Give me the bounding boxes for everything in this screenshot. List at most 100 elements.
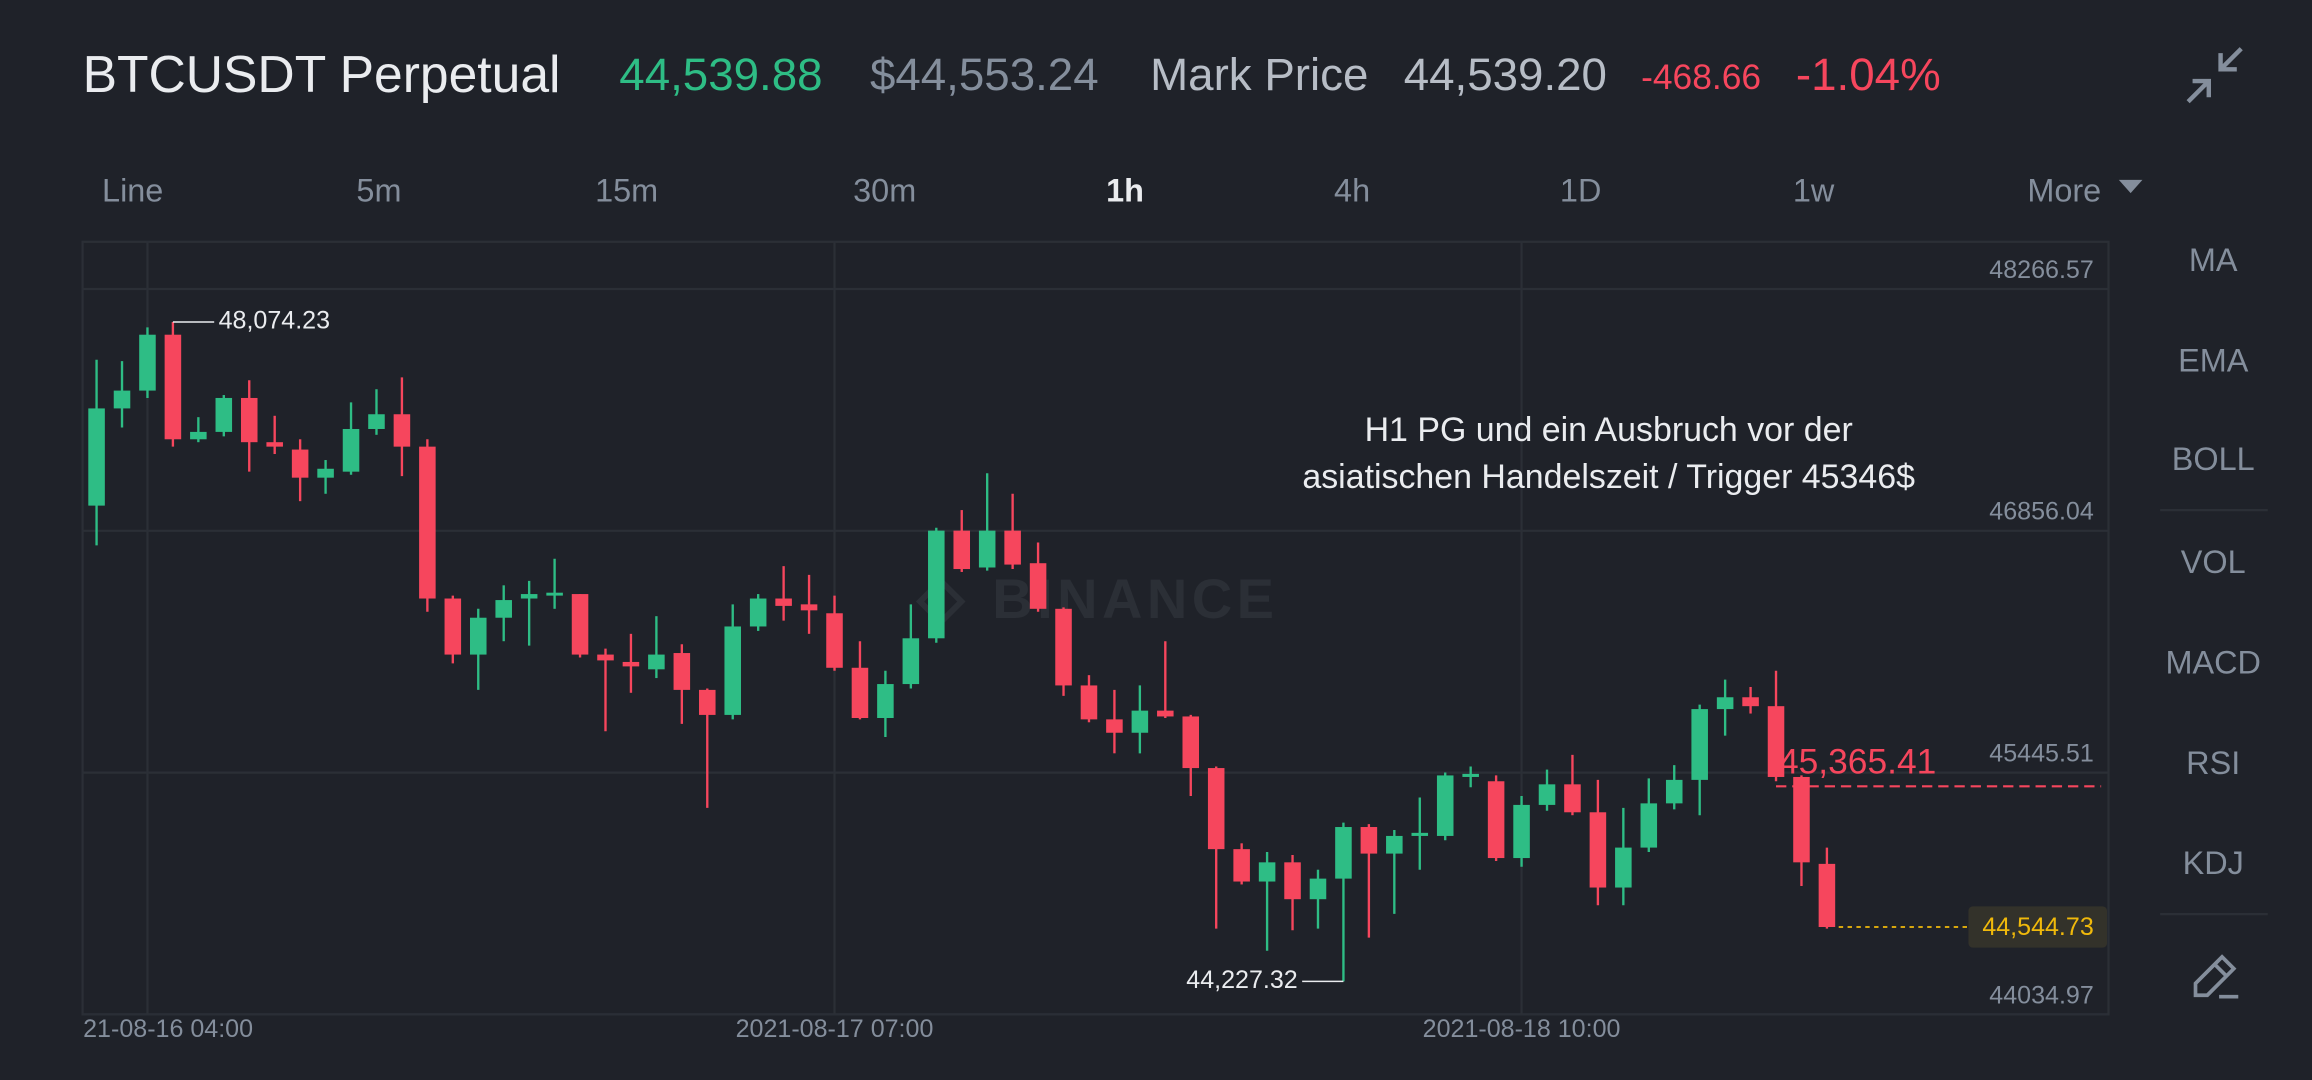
candle-body (1589, 812, 1607, 888)
candle-body (291, 449, 309, 478)
candle-body (1538, 784, 1556, 805)
candle-body (113, 390, 131, 409)
indicator-sidebar: MA EMA BOLL VOL MACD RSI KDJ (2165, 242, 2260, 881)
interval-tabs: Line 5m 15m 30m 1h 4h 1D 1w More (102, 173, 2101, 209)
candle-body (877, 684, 894, 719)
candle-body (444, 598, 462, 655)
candle-body (775, 598, 792, 606)
candle-body (1258, 862, 1276, 882)
candle-body (978, 530, 996, 568)
candle-body (88, 408, 105, 506)
candle-body (368, 414, 385, 429)
x-tick-label: 2021-08-18 10:00 (1423, 1015, 1621, 1043)
candle-body (622, 661, 640, 667)
candle-body (1640, 803, 1658, 848)
candle-body (1691, 709, 1708, 780)
price-line-label: 45,365.41 (1779, 743, 1936, 782)
indicator-button[interactable]: RSI (2186, 745, 2240, 781)
candle-body (1284, 862, 1301, 900)
candle-body (953, 530, 971, 570)
candle-body (1487, 781, 1505, 859)
y-tick-label: 46856.04 (1989, 498, 2094, 526)
indicator-button[interactable]: MA (2189, 242, 2238, 278)
indicator-button[interactable]: KDJ (2183, 845, 2244, 881)
candle-body (724, 626, 741, 715)
indicator-button[interactable]: MACD (2165, 645, 2260, 681)
candle-body (1793, 776, 1810, 863)
minimize-icon[interactable] (2186, 47, 2243, 104)
candle-body (826, 613, 843, 668)
candle-body (1462, 773, 1479, 777)
candle-body (317, 468, 334, 478)
candle-body (215, 397, 233, 432)
interval-tab[interactable]: 30m (853, 173, 916, 209)
candle-body (1309, 878, 1327, 900)
draw-tool-icon[interactable] (2193, 954, 2239, 999)
candle-body (546, 592, 563, 596)
candle-body (419, 446, 436, 599)
candle-body (1360, 827, 1378, 854)
candle-body (1386, 835, 1403, 854)
candle-body (749, 598, 767, 627)
candle-body (648, 654, 665, 670)
candle-body (902, 638, 920, 685)
candle-body (1716, 697, 1734, 710)
mark-price: 44,539.20 (1404, 49, 1607, 100)
interval-tab[interactable]: 1h (1106, 173, 1144, 209)
interval-tab[interactable]: 15m (595, 173, 658, 209)
interval-tab[interactable]: 1w (1793, 173, 1835, 209)
change: -468.66 (1641, 58, 1761, 97)
interval-tab[interactable]: Line (102, 173, 163, 209)
candle-body (1157, 710, 1174, 717)
indicator-button[interactable]: BOLL (2172, 441, 2255, 477)
indicator-button[interactable]: VOL (2181, 544, 2246, 580)
index-price: $44,553.24 (870, 49, 1099, 100)
chart-overlay: 44034.97 45445.51 46856.04 48266.57 21-08-16… (83, 256, 2108, 1043)
candle-body (1436, 775, 1454, 836)
candle-body (597, 654, 614, 661)
candle-body (1742, 697, 1759, 707)
candle-body (240, 397, 258, 443)
candle-body (851, 667, 869, 719)
candle-body (393, 414, 411, 447)
annotation-text: H1 PG und ein Ausbruch vor der (1365, 411, 1853, 449)
candle-body (800, 604, 818, 611)
candle-body (469, 617, 487, 655)
candle-body (342, 428, 360, 472)
x-tick-label: 21-08-16 04:00 (83, 1015, 253, 1043)
candle-body (139, 334, 156, 391)
price-tag (1968, 906, 2108, 948)
candle-body (1335, 827, 1352, 879)
change-percent: -1.04% (1796, 49, 1941, 100)
indicator-button[interactable]: EMA (2178, 342, 2249, 378)
interval-tab[interactable]: 1D (1560, 173, 1601, 209)
interval-tab[interactable]: 5m (356, 173, 401, 209)
interval-tab[interactable]: 4h (1334, 173, 1370, 209)
x-tick-label: 2021-08-17 07:00 (736, 1015, 934, 1043)
plot-area: BINANCE (82, 241, 2109, 1015)
interval-tab[interactable]: More (2027, 173, 2101, 209)
annotation-text: asiatischen Handelszeit / Trigger 45346$ (1302, 458, 1915, 496)
candle-body (266, 442, 283, 447)
candle-body (1767, 706, 1785, 777)
candle-body (1029, 563, 1047, 609)
mark-label: Mark Price (1150, 49, 1368, 100)
candle-body (1131, 710, 1149, 733)
candle-body (673, 653, 691, 690)
symbol[interactable]: BTCUSDT Perpetual (83, 45, 561, 103)
candle-body (1513, 804, 1530, 859)
candle-body (1004, 530, 1021, 565)
high-label: 48,074.23 (219, 307, 330, 335)
candle-body (1564, 784, 1581, 813)
candle-body (1080, 685, 1098, 720)
candle-body (1615, 847, 1632, 888)
more-arrow[interactable] (2118, 179, 2143, 194)
y-tick-label: 45445.51 (1989, 740, 2093, 768)
candle-body (1233, 849, 1250, 882)
candle-body (1055, 608, 1072, 686)
y-tick-label: 48266.57 (1989, 256, 2093, 284)
candle-body (1207, 768, 1225, 850)
candle-body (1411, 832, 1429, 836)
